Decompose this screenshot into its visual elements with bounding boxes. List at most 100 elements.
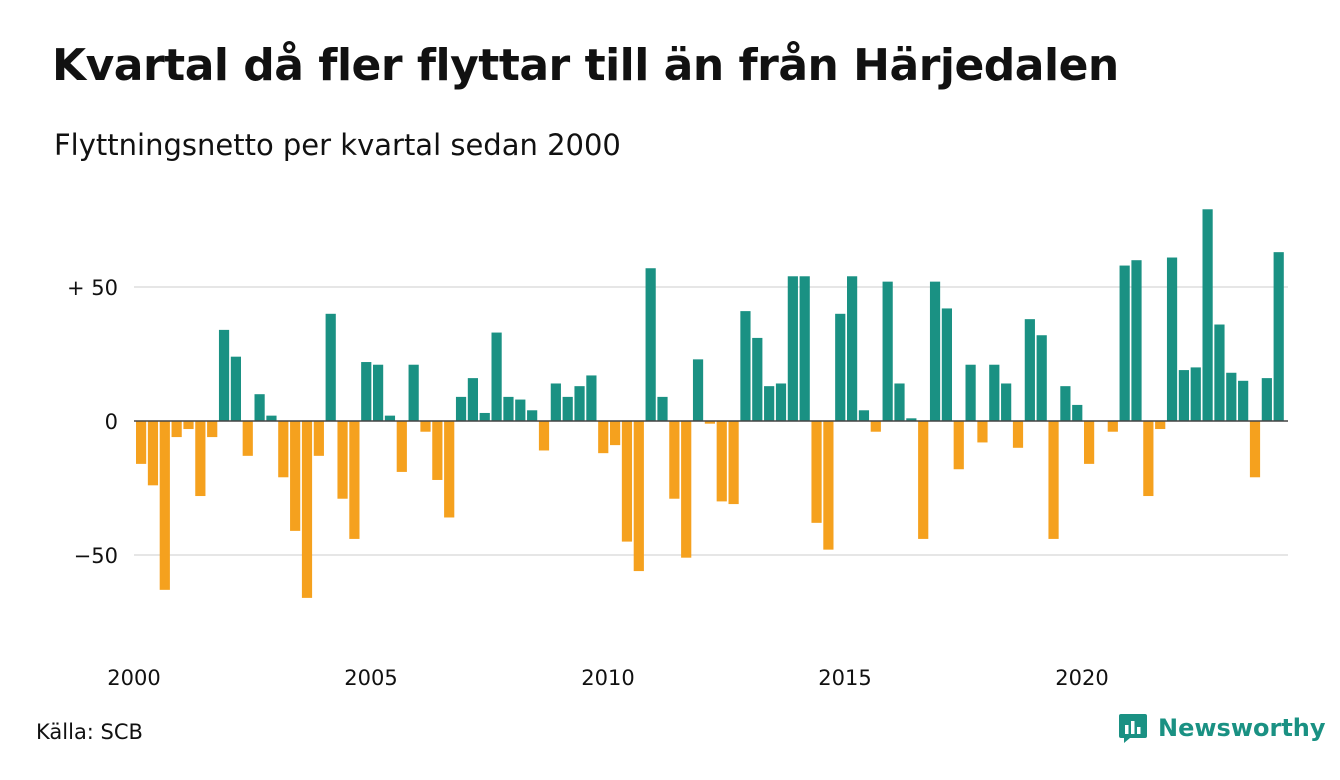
bar	[1190, 367, 1201, 421]
bar	[989, 364, 1000, 421]
bar	[835, 313, 846, 421]
bar	[621, 421, 633, 542]
bar	[870, 421, 881, 432]
bar	[373, 364, 384, 421]
bar	[218, 329, 230, 421]
x-tick-label: 2000	[107, 666, 160, 690]
x-tick-label: 2015	[818, 666, 871, 690]
bar	[882, 281, 893, 421]
bar	[1155, 421, 1166, 430]
bar	[657, 396, 668, 421]
bar	[1273, 252, 1284, 421]
bar	[396, 421, 407, 472]
newsworthy-logo-icon	[1119, 714, 1147, 743]
bar	[574, 386, 585, 421]
bar	[1214, 324, 1225, 421]
bar	[527, 410, 538, 421]
bar	[1001, 383, 1012, 421]
bar	[906, 418, 917, 421]
bar	[384, 415, 396, 421]
bar	[183, 421, 194, 430]
bar	[894, 383, 905, 421]
bar	[847, 276, 858, 421]
bar	[669, 421, 680, 499]
bar	[598, 421, 609, 454]
bar	[1072, 404, 1083, 421]
bar	[195, 421, 206, 497]
bar	[444, 421, 455, 518]
bar	[515, 399, 526, 421]
bar	[266, 415, 277, 421]
bar	[562, 396, 573, 421]
bar	[704, 421, 715, 424]
brand-name: Newsworthy	[1158, 714, 1326, 742]
bar	[977, 421, 988, 443]
bar	[420, 421, 431, 432]
bar	[479, 412, 490, 421]
bar	[764, 386, 775, 421]
bar	[432, 421, 443, 480]
bar	[633, 421, 644, 572]
bar	[207, 421, 218, 438]
bar	[1178, 370, 1189, 421]
bar	[1119, 265, 1130, 421]
y-tick-label: 0	[105, 410, 118, 434]
bar	[1060, 386, 1071, 421]
bar	[313, 421, 324, 456]
bar	[728, 421, 739, 505]
bar	[1166, 257, 1178, 421]
bar	[799, 276, 810, 421]
bar	[811, 421, 822, 523]
bar	[752, 337, 763, 421]
bar	[1226, 372, 1237, 421]
chart-title: Kvartal då fler flyttar till än från Här…	[52, 40, 1119, 91]
bar	[1249, 421, 1261, 478]
y-tick-label: + 50	[67, 276, 118, 300]
bar	[953, 421, 964, 470]
bar	[301, 421, 313, 598]
bar	[503, 396, 514, 421]
bar	[929, 281, 941, 421]
bar	[740, 311, 751, 421]
bar	[467, 378, 478, 421]
bar	[823, 421, 834, 550]
x-tick-label: 2010	[581, 666, 634, 690]
bar	[610, 421, 621, 446]
bar	[1238, 380, 1249, 421]
brand-logo: Newsworthy	[1118, 712, 1326, 744]
bar	[278, 421, 289, 478]
bar	[408, 364, 419, 421]
bar	[775, 383, 787, 421]
bar	[171, 421, 182, 438]
bar	[965, 364, 976, 421]
x-tick-label: 2020	[1055, 666, 1108, 690]
bar	[290, 421, 301, 531]
bar	[1202, 209, 1213, 421]
bar	[455, 396, 467, 421]
bar	[1036, 335, 1047, 421]
bar	[1084, 421, 1095, 464]
bar	[361, 362, 372, 421]
bar	[1048, 421, 1059, 539]
bar	[1012, 421, 1024, 448]
bar	[1024, 319, 1035, 421]
bar-chart: + 50 0 −50 2000 2005 2010 2015 2020	[67, 209, 1288, 690]
bar	[586, 375, 597, 421]
bar	[1261, 378, 1272, 421]
bar	[787, 276, 798, 421]
bar	[681, 421, 692, 558]
bar	[337, 421, 348, 499]
bar	[325, 313, 336, 421]
bar	[147, 421, 159, 486]
x-tick-label: 2005	[344, 666, 397, 690]
chart-subtitle: Flyttningsnetto per kvartal sedan 2000	[54, 128, 621, 162]
bar	[242, 421, 253, 456]
bar	[858, 410, 870, 421]
bar	[136, 421, 147, 464]
bar	[918, 421, 929, 539]
source-note: Källa: SCB	[36, 720, 143, 744]
bar	[550, 383, 561, 421]
bar	[1131, 260, 1142, 421]
bar	[349, 421, 360, 539]
bar	[159, 421, 170, 590]
